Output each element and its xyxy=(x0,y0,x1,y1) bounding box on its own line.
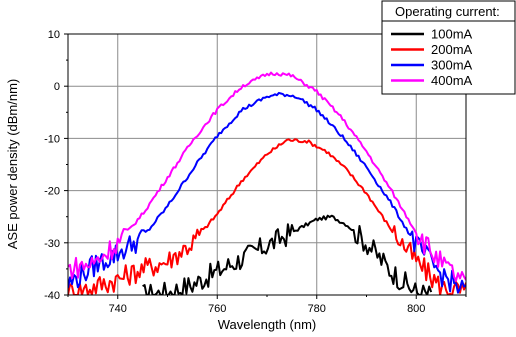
legend-title: Operating current: xyxy=(395,4,500,19)
x-tick-label: 760 xyxy=(208,303,226,315)
legend-label-100mA: 100mA xyxy=(431,27,473,42)
y-tick-label: -30 xyxy=(44,238,60,250)
y-tick-label: 10 xyxy=(48,29,60,41)
x-tick-label: 780 xyxy=(308,303,326,315)
y-tick-label: -40 xyxy=(44,290,60,302)
axis-ticks: 740 760 780 800 -40 -30 -20 -10 0 10 xyxy=(44,29,467,315)
y-axis-title: ASE power density (dBm/nm) xyxy=(5,79,20,250)
legend-label-200mA: 200mA xyxy=(431,42,473,57)
series-line-400mA xyxy=(68,71,466,282)
x-tick-label: 740 xyxy=(109,303,127,315)
x-tick-label: 800 xyxy=(407,303,425,315)
y-tick-label: 0 xyxy=(54,81,60,93)
y-tick-label: -10 xyxy=(44,133,60,145)
series-line-300mA xyxy=(68,91,466,294)
series-line-100mA xyxy=(142,214,433,295)
legend-box xyxy=(381,0,516,95)
series-line-200mA xyxy=(68,138,466,295)
legend-label-400mA: 400mA xyxy=(431,73,473,88)
data-series xyxy=(68,71,466,295)
x-axis-title: Wavelength (nm) xyxy=(218,317,317,332)
legend-label-300mA: 300mA xyxy=(431,58,473,73)
y-tick-label: -20 xyxy=(44,186,60,198)
